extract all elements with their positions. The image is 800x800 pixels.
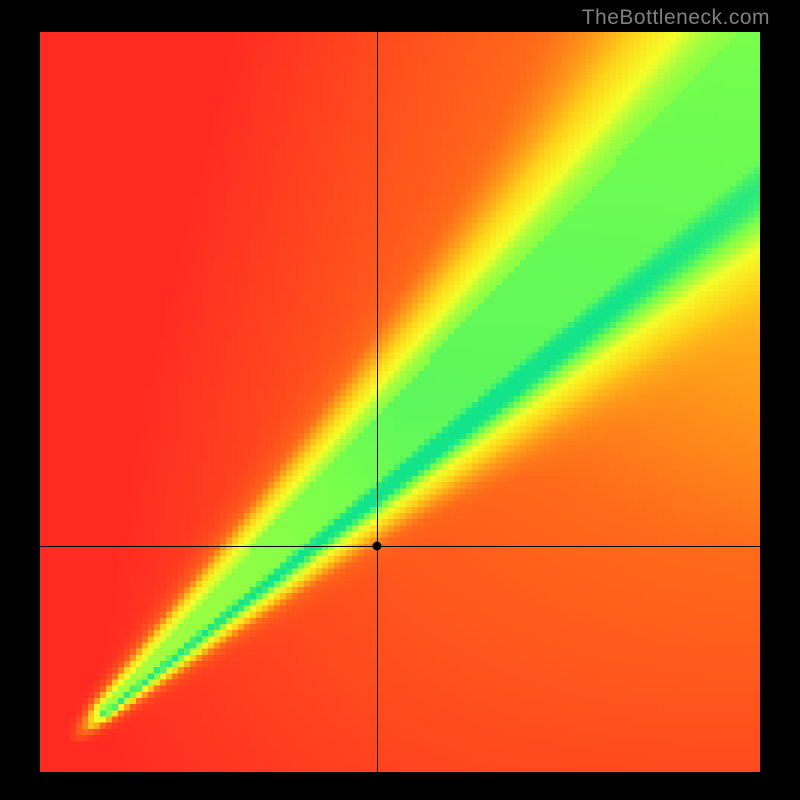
- crosshair-horizontal: [40, 546, 760, 547]
- bottleneck-heatmap: [40, 32, 760, 772]
- heatmap-canvas: [40, 32, 760, 772]
- watermark-text: TheBottleneck.com: [582, 6, 770, 30]
- crosshair-vertical: [377, 32, 378, 772]
- marker-dot: [372, 542, 381, 551]
